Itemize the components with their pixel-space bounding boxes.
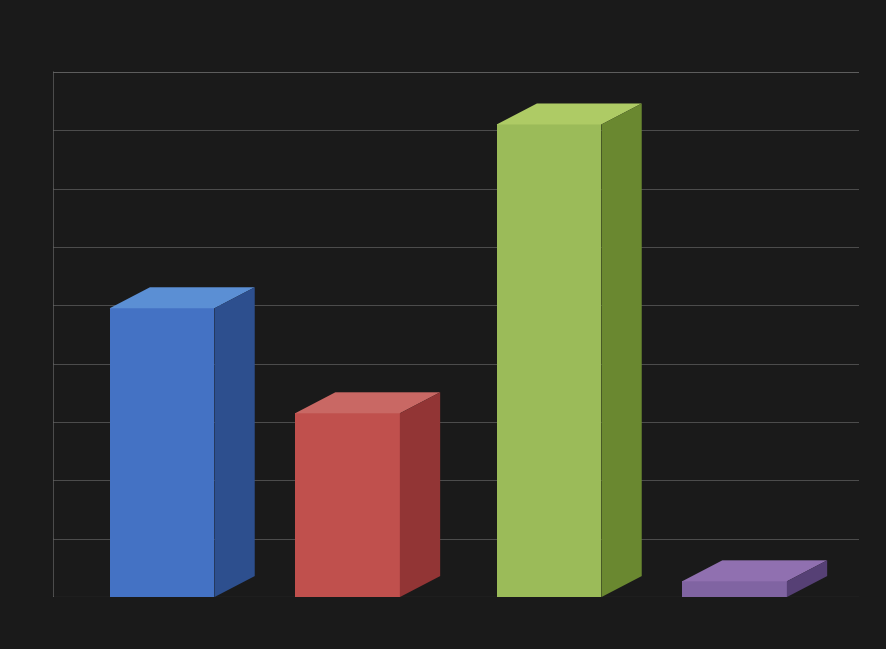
Polygon shape bbox=[214, 288, 255, 597]
Polygon shape bbox=[110, 308, 214, 597]
Polygon shape bbox=[295, 413, 400, 597]
Polygon shape bbox=[496, 103, 641, 125]
Polygon shape bbox=[787, 560, 828, 597]
Polygon shape bbox=[682, 560, 828, 582]
Polygon shape bbox=[400, 392, 440, 597]
Polygon shape bbox=[110, 288, 255, 308]
Polygon shape bbox=[682, 582, 787, 597]
Polygon shape bbox=[295, 392, 440, 413]
Polygon shape bbox=[496, 125, 602, 597]
Polygon shape bbox=[602, 103, 641, 597]
